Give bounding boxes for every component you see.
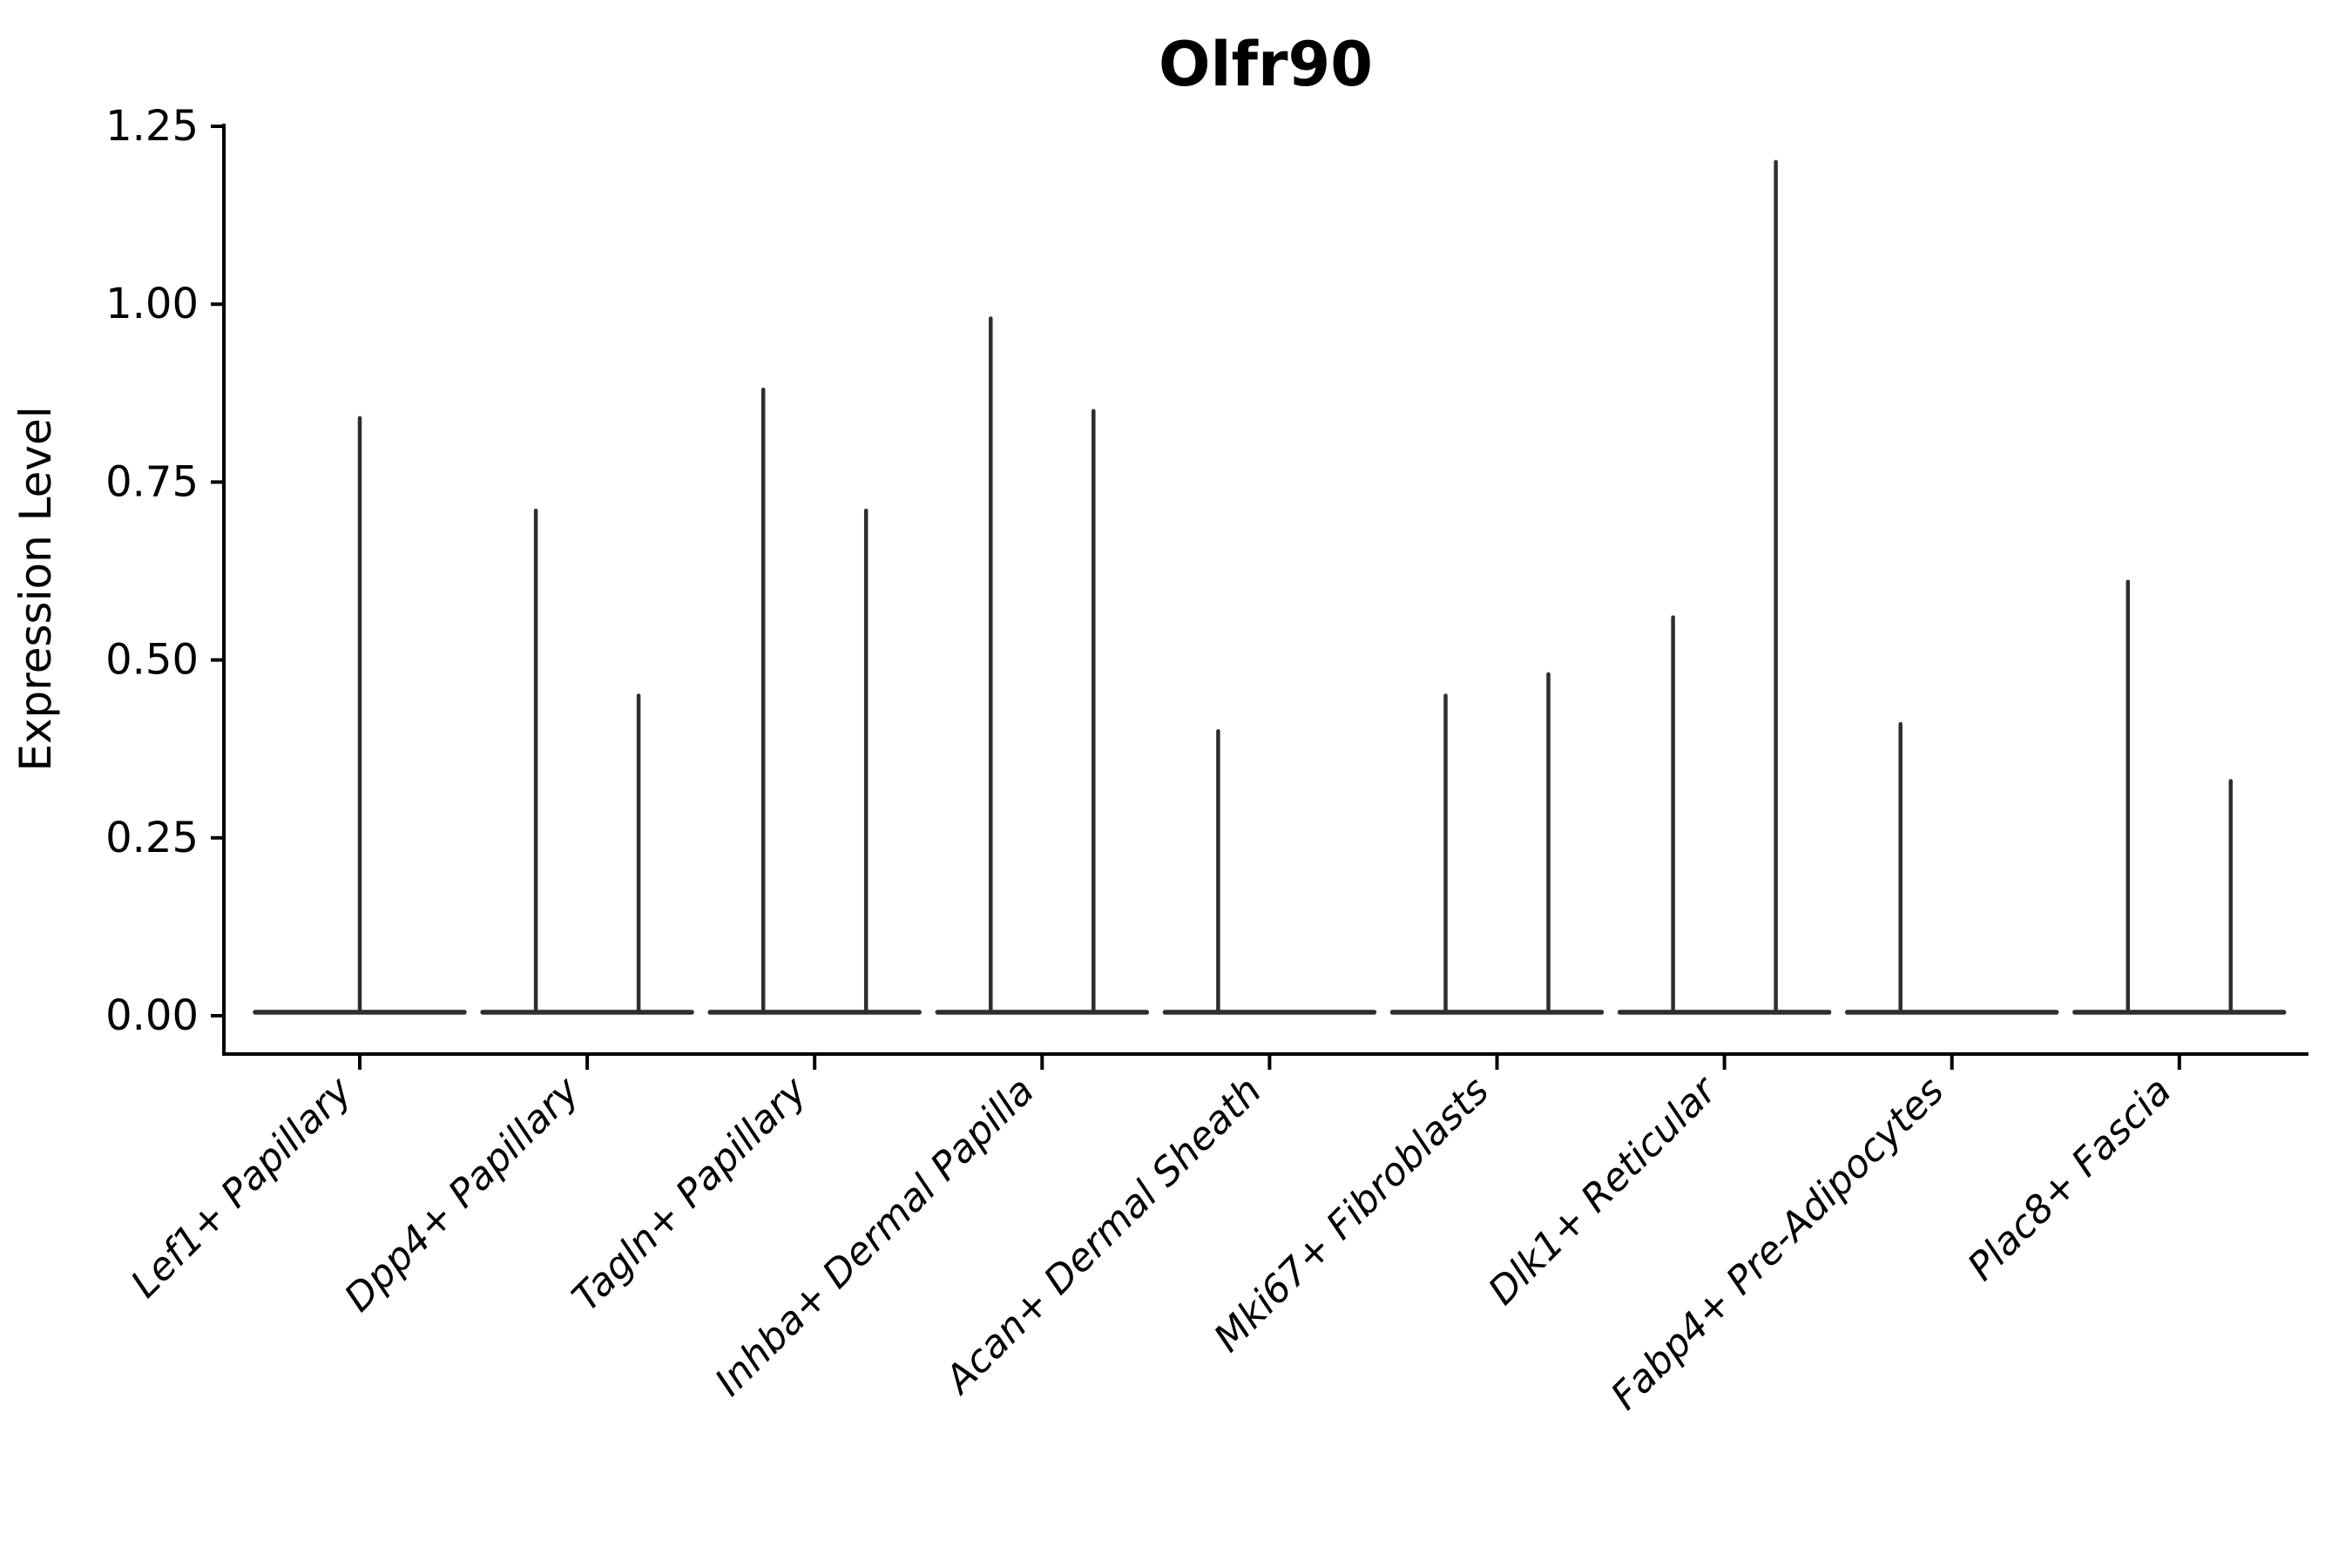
x-tick-label: Plac8+ Fascia [1959,1069,2180,1289]
y-tick-label: 1.00 [105,280,199,328]
y-tick-label: 0.25 [105,814,199,862]
x-tick-label: Dpp4+ Papillary [336,1068,589,1321]
violins [253,159,2287,1015]
chart-title: Olfr90 [1159,29,1373,100]
x-tick-label: Tagln+ Papillary [564,1068,815,1320]
x-tick-label: Dlk1+ Reticular [1480,1067,1727,1314]
y-tick-label: 1.25 [105,102,199,151]
y-tick-label: 0.00 [105,991,199,1040]
y-axis-label: Expression Level [10,406,61,771]
y-tick-label: 0.50 [105,636,199,685]
x-tick-label: Lef1+ Papillary [123,1068,362,1307]
y-tick-label: 0.75 [105,457,199,506]
